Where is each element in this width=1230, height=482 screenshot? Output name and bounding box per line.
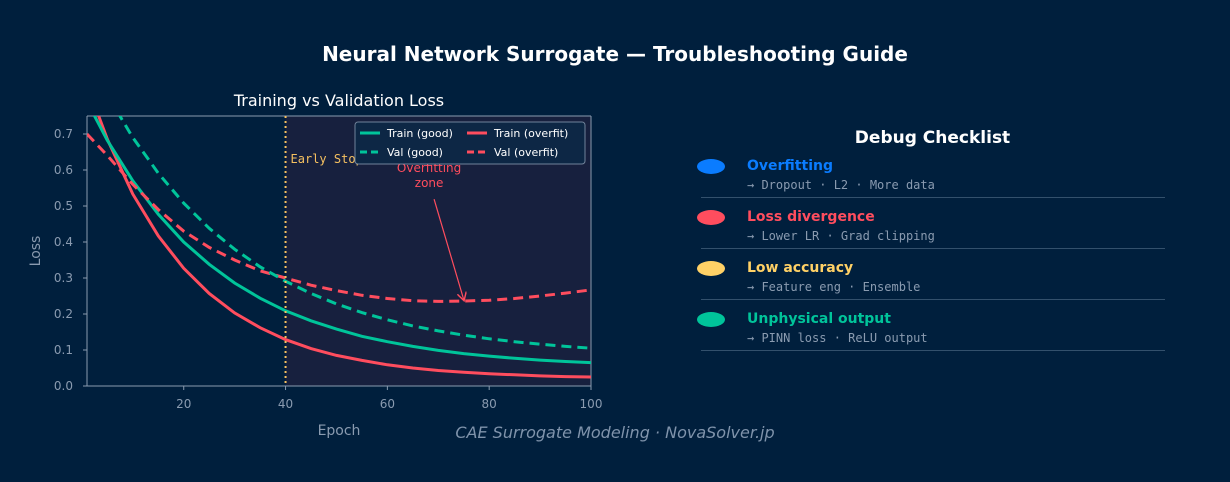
checklist-item: Low accuracy → Feature eng · Ensemble xyxy=(697,260,1165,311)
item-fix: → PINN loss · ReLU output xyxy=(747,331,928,345)
annotation-text: Overfitting xyxy=(397,161,461,175)
item-fix: → Lower LR · Grad clipping xyxy=(747,229,935,243)
y-tick-label: 0.3 xyxy=(54,271,73,285)
y-tick-label: 0.4 xyxy=(54,235,73,249)
item-title: Overfitting xyxy=(747,158,833,174)
legend-label: Val (overfit) xyxy=(494,146,558,159)
status-dot-icon xyxy=(697,159,725,174)
checklist-title: Debug Checklist xyxy=(854,128,1011,148)
y-tick-label: 0.0 xyxy=(54,379,73,393)
legend-label: Train (overfit) xyxy=(493,127,568,140)
status-dot-icon xyxy=(697,210,725,225)
item-fix: → Feature eng · Ensemble xyxy=(747,280,921,294)
x-tick-label: 20 xyxy=(176,397,191,411)
item-title: Loss divergence xyxy=(747,209,875,225)
annotation-text: zone xyxy=(415,176,444,190)
divider xyxy=(701,350,1165,351)
x-tick-label: 40 xyxy=(278,397,293,411)
checklist-item: Overfitting → Dropout · L2 · More data xyxy=(697,158,1165,209)
y-tick-label: 0.1 xyxy=(54,343,73,357)
y-tick-label: 0.5 xyxy=(54,199,73,213)
item-fix: → Dropout · L2 · More data xyxy=(747,178,935,192)
x-tick-label: 80 xyxy=(482,397,497,411)
x-tick-label: 100 xyxy=(580,397,603,411)
x-tick-label: 60 xyxy=(380,397,395,411)
divider xyxy=(701,299,1165,300)
y-tick-label: 0.2 xyxy=(54,307,73,321)
series-line-val-good xyxy=(118,116,591,350)
status-dot-icon xyxy=(697,312,725,327)
item-title: Low accuracy xyxy=(747,260,854,276)
checklist-item: Loss divergence → Lower LR · Grad clippi… xyxy=(697,209,1165,260)
x-axis-label: Epoch xyxy=(318,423,361,439)
y-tick-label: 0.6 xyxy=(54,163,73,177)
divider xyxy=(701,197,1165,198)
series-line-train-overfit xyxy=(97,116,591,379)
series-line-train-good xyxy=(92,116,591,365)
loss-chart: Training vs Validation Loss 20 40 60 80 100 0.… xyxy=(28,91,603,439)
series-line-val-overfit xyxy=(87,132,591,303)
legend-box xyxy=(354,121,586,165)
early-stop-label: Early Stop xyxy=(291,152,363,166)
chart-title: Training vs Validation Loss xyxy=(233,91,444,110)
checklist-item: Unphysical output → PINN loss · ReLU out… xyxy=(697,311,1165,362)
page-title: Neural Network Surrogate — Troubleshooti… xyxy=(322,42,908,66)
y-axis-label: Loss xyxy=(28,236,44,267)
footer-credit: CAE Surrogate Modeling · NovaSolver.jp xyxy=(455,423,775,442)
y-tick-label: 0.7 xyxy=(54,127,73,141)
item-title: Unphysical output xyxy=(747,311,891,327)
annotation-arrow xyxy=(433,199,464,299)
legend-label: Train (good) xyxy=(386,127,453,140)
legend-label: Val (good) xyxy=(387,146,443,159)
divider xyxy=(701,248,1165,249)
status-dot-icon xyxy=(697,261,725,276)
